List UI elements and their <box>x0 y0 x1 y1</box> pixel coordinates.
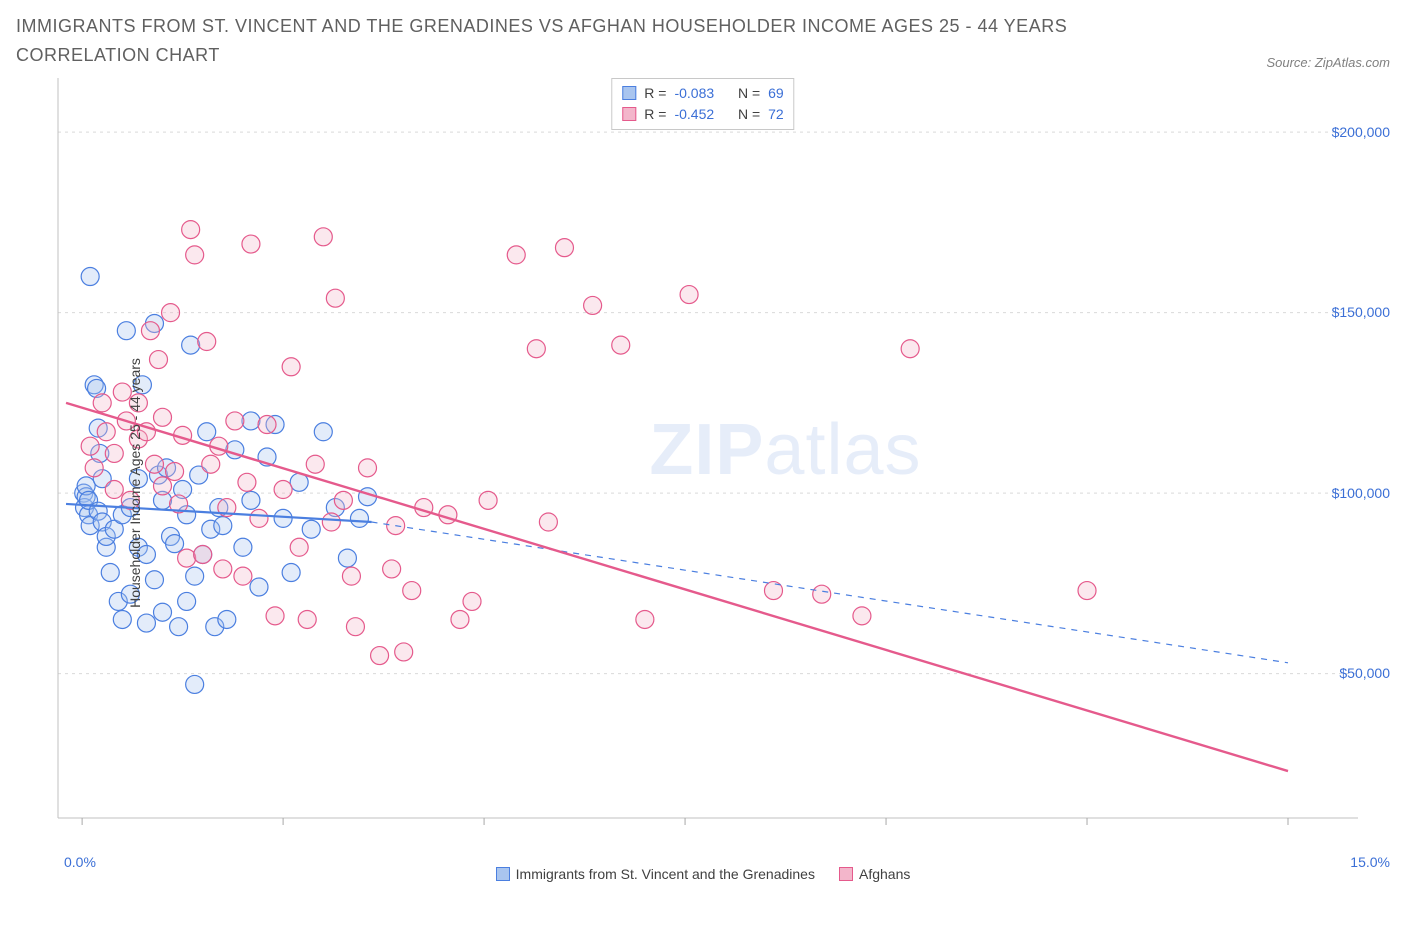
correlation-legend: R = -0.083 N = 69 R = -0.452 N = 72 <box>611 78 794 130</box>
legend-item-afghans: Afghans <box>839 866 910 882</box>
scatter-chart <box>16 78 1390 888</box>
chart-title: IMMIGRANTS FROM ST. VINCENT AND THE GREN… <box>16 12 1116 70</box>
y-axis-label: Householder Income Ages 25 - 44 years <box>127 358 143 608</box>
legend-item-svg: Immigrants from St. Vincent and the Gren… <box>496 866 815 882</box>
chart-container: Householder Income Ages 25 - 44 years ZI… <box>16 78 1390 888</box>
source-label: Source: ZipAtlas.com <box>1266 55 1390 70</box>
series-legend: Immigrants from St. Vincent and the Gren… <box>16 866 1390 882</box>
